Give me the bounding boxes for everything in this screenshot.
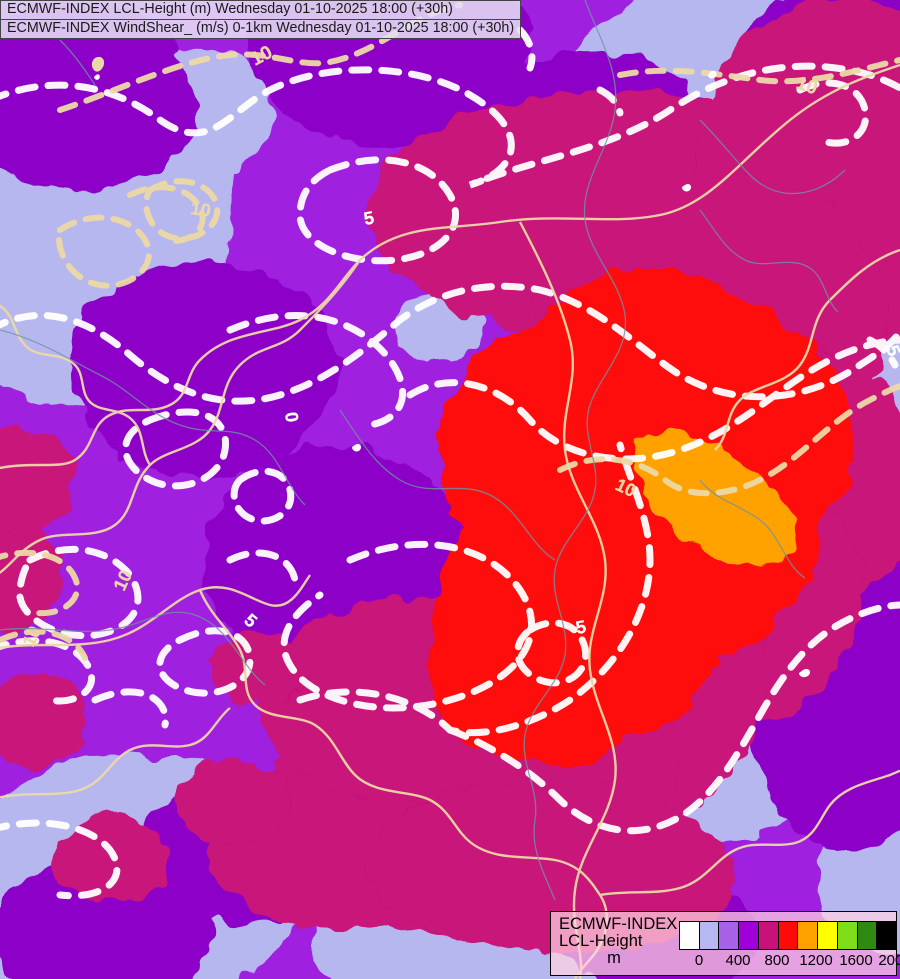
svg-text:10: 10 <box>189 198 212 221</box>
